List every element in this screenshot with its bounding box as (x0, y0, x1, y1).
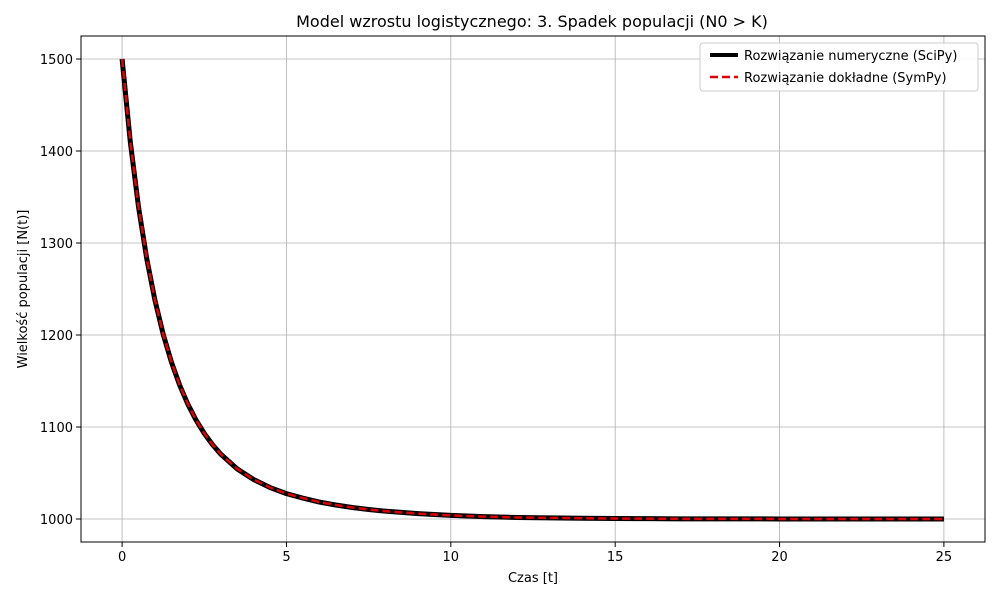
y-tick-label: 1400 (40, 145, 73, 160)
x-tick-label: 10 (443, 550, 460, 565)
x-tick-label: 15 (607, 550, 624, 565)
legend-label-numeric: Rozwiązanie numeryczne (SciPy) (744, 49, 957, 64)
series-layer (119, 58, 944, 522)
x-tick-label: 20 (771, 550, 788, 565)
series-line-exact (120, 58, 944, 521)
y-tick-label: 1100 (40, 421, 73, 436)
legend-label-exact: Rozwiązanie dokładne (SymPy) (744, 71, 947, 86)
y-tick-label: 1200 (40, 329, 73, 344)
ticks: 0 5 10 15 20 25 1000 1100 1200 1300 1400 1500 (40, 53, 952, 565)
y-tick-label: 1500 (40, 53, 73, 68)
x-tick-label: 5 (282, 550, 290, 565)
legend-box (699, 42, 979, 92)
x-tick-label: 25 (936, 550, 953, 565)
legend: Rozwiązanie numeryczne (SciPy) Rozwiązan… (699, 42, 979, 92)
plot-frame (80, 35, 986, 543)
y-axis-label: Wielkość populacji [N(t)] (16, 210, 31, 369)
x-axis-label: Czas [t] (508, 571, 558, 586)
y-tick-label: 1000 (40, 513, 73, 528)
x-tick-label: 0 (118, 550, 126, 565)
y-tick-label: 1300 (40, 237, 73, 252)
chart-title: Model wzrostu logistycznego: 3. Spadek p… (296, 12, 768, 31)
